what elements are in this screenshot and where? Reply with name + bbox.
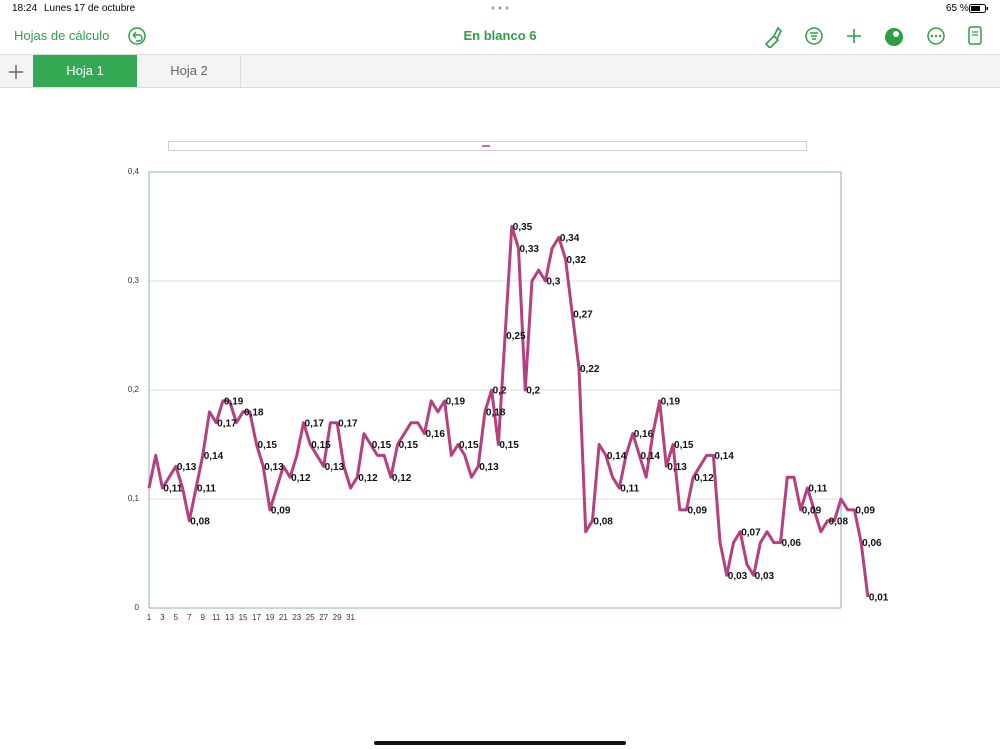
battery-icon bbox=[969, 4, 988, 13]
data-label: 0,34 bbox=[560, 233, 580, 244]
data-label: 0,06 bbox=[862, 538, 882, 549]
undo-icon[interactable] bbox=[127, 26, 147, 46]
y-tick-label: 0,3 bbox=[128, 276, 140, 285]
toolbar-icons[interactable] bbox=[760, 24, 990, 48]
data-label: 0,2 bbox=[493, 386, 507, 397]
status-bar: 18:24 Lunes 17 de octubre 65 % bbox=[0, 0, 1000, 18]
data-label: 0,11 bbox=[197, 484, 216, 495]
sheet-tabs: Hoja 1 Hoja 2 bbox=[0, 55, 1000, 88]
data-label: 0,08 bbox=[593, 516, 613, 527]
toolbar: Hojas de cálculo En blanco 6 bbox=[0, 18, 1000, 55]
data-label: 0,18 bbox=[486, 407, 506, 418]
date: Lunes 17 de octubre bbox=[44, 3, 136, 14]
data-label: 0,15 bbox=[499, 440, 519, 451]
x-tick-label: 9 bbox=[201, 613, 206, 622]
data-label: 0,13 bbox=[177, 462, 197, 473]
data-label: 0,13 bbox=[264, 462, 284, 473]
data-label: 0,17 bbox=[305, 418, 325, 429]
data-label: 0,35 bbox=[513, 222, 533, 233]
data-label: 0,22 bbox=[580, 364, 600, 375]
data-label: 0,01 bbox=[869, 593, 889, 604]
x-tick-label: 17 bbox=[252, 613, 261, 622]
data-label: 0,13 bbox=[479, 462, 499, 473]
tab-active[interactable]: Hoja 1 bbox=[33, 55, 137, 87]
x-tick-label: 29 bbox=[333, 613, 342, 622]
data-label: 0,2 bbox=[526, 386, 540, 397]
x-tick-label: 19 bbox=[265, 613, 274, 622]
data-label: 0,14 bbox=[640, 451, 660, 462]
x-tick-label: 27 bbox=[319, 613, 328, 622]
data-label: 0,09 bbox=[855, 506, 875, 517]
data-label: 0,06 bbox=[782, 538, 802, 549]
data-label: 0,11 bbox=[620, 484, 639, 495]
data-label: 0,08 bbox=[829, 516, 849, 527]
data-label: 0,15 bbox=[459, 440, 479, 451]
add-sheet[interactable] bbox=[8, 64, 24, 80]
x-tick-label: 15 bbox=[239, 613, 248, 622]
data-label: 0,17 bbox=[217, 418, 237, 429]
data-line bbox=[147, 225, 870, 598]
data-label: 0,25 bbox=[506, 331, 526, 342]
data-label: 0,15 bbox=[674, 440, 694, 451]
data-label: 0,11 bbox=[163, 484, 182, 495]
y-tick-label: 0 bbox=[135, 603, 140, 612]
x-tick-label: 5 bbox=[174, 613, 179, 622]
data-label: 0,15 bbox=[399, 440, 419, 451]
data-label: 0,32 bbox=[567, 255, 587, 266]
data-label: 0,13 bbox=[325, 462, 345, 473]
data-label: 0,12 bbox=[392, 473, 412, 484]
data-label: 0,08 bbox=[190, 516, 210, 527]
y-tick-label: 0,1 bbox=[128, 494, 140, 503]
data-label: 0,27 bbox=[573, 309, 593, 320]
x-tick-label: 23 bbox=[292, 613, 301, 622]
data-label: 0,11 bbox=[808, 484, 827, 495]
back-button[interactable]: Hojas de cálculo bbox=[14, 28, 110, 43]
dots bbox=[491, 6, 509, 10]
data-label: 0,09 bbox=[271, 506, 291, 517]
legend-box bbox=[168, 141, 807, 151]
x-tick-label: 3 bbox=[160, 613, 165, 622]
data-label: 0,03 bbox=[755, 571, 775, 582]
data-label: 0,13 bbox=[667, 462, 687, 473]
data-label: 0,15 bbox=[311, 440, 331, 451]
data-label: 0,15 bbox=[257, 440, 277, 451]
data-label: 0,03 bbox=[728, 571, 748, 582]
data-label: 0,09 bbox=[802, 506, 822, 517]
data-label: 0,15 bbox=[372, 440, 392, 451]
data-label: 0,19 bbox=[224, 397, 244, 408]
x-tick-label: 11 bbox=[212, 613, 221, 622]
x-tick-label: 1 bbox=[147, 613, 152, 622]
x-tick-label: 21 bbox=[279, 613, 288, 622]
data-label: 0,07 bbox=[741, 527, 761, 538]
data-label: 0,18 bbox=[244, 407, 264, 418]
data-label: 0,33 bbox=[520, 244, 540, 255]
battery: 65 % bbox=[946, 3, 969, 14]
data-label: 0,3 bbox=[546, 277, 560, 288]
x-tick-label: 31 bbox=[346, 613, 355, 622]
data-label: 0,17 bbox=[338, 418, 358, 429]
data-label: 0,12 bbox=[694, 473, 714, 484]
data-label: 0,12 bbox=[358, 473, 378, 484]
y-tick-label: 0,4 bbox=[128, 167, 140, 176]
data-label: 0,14 bbox=[714, 451, 734, 462]
data-label: 0,09 bbox=[687, 506, 707, 517]
home-indicator bbox=[374, 741, 626, 745]
y-tick-label: 0,2 bbox=[128, 385, 140, 394]
data-label: 0,19 bbox=[446, 397, 466, 408]
data-label: 0,14 bbox=[204, 451, 224, 462]
data-label: 0,16 bbox=[634, 429, 654, 440]
x-tick-label: 13 bbox=[225, 613, 234, 622]
data-label: 0,19 bbox=[661, 397, 681, 408]
time: 18:24 bbox=[12, 3, 38, 14]
data-label: 0,16 bbox=[425, 429, 445, 440]
x-tick-label: 25 bbox=[306, 613, 315, 622]
document-title: En blanco 6 bbox=[463, 28, 537, 43]
x-tick-label: 7 bbox=[187, 613, 192, 622]
data-label: 0,12 bbox=[291, 473, 311, 484]
data-label: 0,14 bbox=[607, 451, 627, 462]
tab[interactable]: Hoja 2 bbox=[138, 55, 241, 87]
